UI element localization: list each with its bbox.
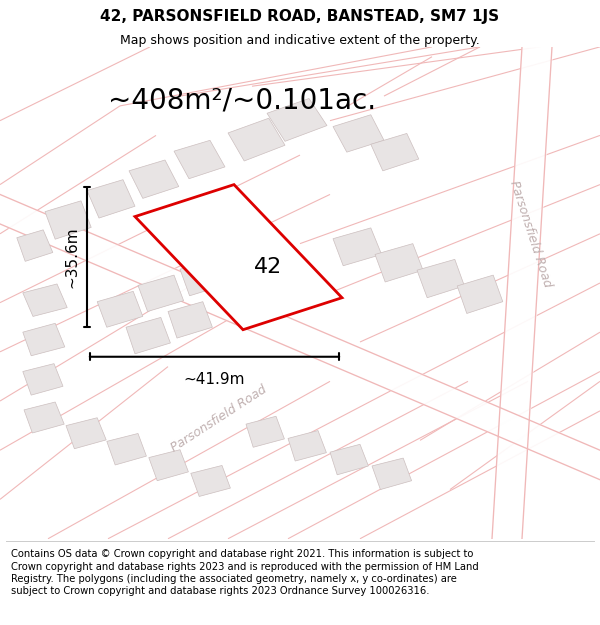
Text: Parsonsfield Road: Parsonsfield Road xyxy=(169,382,269,454)
Polygon shape xyxy=(288,431,326,461)
Polygon shape xyxy=(17,230,53,261)
Text: Parsonsfield Road: Parsonsfield Road xyxy=(508,179,554,289)
Polygon shape xyxy=(417,259,464,298)
Polygon shape xyxy=(129,160,179,198)
Polygon shape xyxy=(267,99,327,141)
Polygon shape xyxy=(138,275,184,311)
Polygon shape xyxy=(97,291,143,328)
Polygon shape xyxy=(24,402,64,433)
Polygon shape xyxy=(135,184,342,330)
Polygon shape xyxy=(168,302,212,338)
Polygon shape xyxy=(246,416,284,447)
Polygon shape xyxy=(23,284,67,316)
Polygon shape xyxy=(107,434,146,465)
Text: Map shows position and indicative extent of the property.: Map shows position and indicative extent… xyxy=(120,34,480,47)
Polygon shape xyxy=(457,275,503,314)
Polygon shape xyxy=(375,244,423,282)
Text: Contains OS data © Crown copyright and database right 2021. This information is : Contains OS data © Crown copyright and d… xyxy=(11,549,479,596)
Polygon shape xyxy=(23,323,65,356)
Polygon shape xyxy=(87,179,135,218)
Polygon shape xyxy=(372,458,412,489)
Text: 42, PARSONSFIELD ROAD, BANSTEAD, SM7 1JS: 42, PARSONSFIELD ROAD, BANSTEAD, SM7 1JS xyxy=(100,9,500,24)
Polygon shape xyxy=(174,141,225,179)
Polygon shape xyxy=(149,450,188,481)
Polygon shape xyxy=(45,201,91,239)
Polygon shape xyxy=(371,134,419,171)
Polygon shape xyxy=(228,118,285,161)
Polygon shape xyxy=(333,228,382,266)
Text: ~41.9m: ~41.9m xyxy=(184,372,245,388)
Text: ~408m²/~0.101ac.: ~408m²/~0.101ac. xyxy=(108,86,376,114)
Text: 42: 42 xyxy=(254,257,283,277)
Polygon shape xyxy=(330,444,368,475)
Polygon shape xyxy=(126,318,170,354)
Polygon shape xyxy=(66,418,106,449)
Text: ~35.6m: ~35.6m xyxy=(65,226,80,288)
Polygon shape xyxy=(191,466,230,496)
Polygon shape xyxy=(180,259,225,296)
Polygon shape xyxy=(23,364,63,395)
Polygon shape xyxy=(333,115,384,152)
